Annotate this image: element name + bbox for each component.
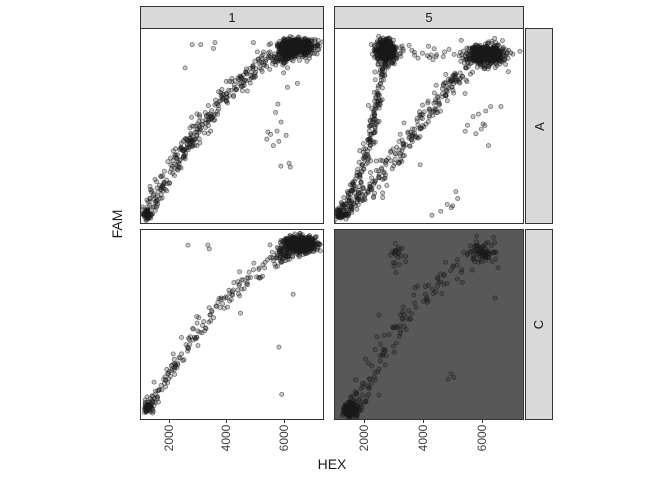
panel-1-C: [140, 229, 324, 420]
x-tick-label: 2000: [162, 424, 176, 452]
facet-strip-col-5-label: 5: [425, 10, 433, 25]
x-tick-mark: [226, 420, 227, 423]
facet-strip-row-a-label: A: [531, 121, 547, 131]
panel-5-C: [334, 229, 524, 420]
x-axis-title: HEX: [317, 456, 347, 472]
x-tick-label: 6000: [475, 424, 489, 452]
facet-strip-row-c-label: C: [531, 319, 547, 330]
x-tick-mark: [423, 420, 424, 423]
x-tick-label: 4000: [416, 424, 430, 452]
points-layer: [339, 233, 501, 419]
points-layer: [335, 33, 523, 223]
points-layer: [141, 231, 323, 416]
x-tick-label: 2000: [357, 424, 371, 452]
facet-strip-col-1: 1: [140, 6, 324, 29]
x-tick-mark: [169, 420, 170, 423]
x-tick-label: 4000: [219, 424, 233, 452]
panel-1-A: [140, 28, 324, 224]
x-tick-mark: [284, 420, 285, 423]
x-tick-mark: [364, 420, 365, 423]
points-layer: [141, 34, 323, 223]
facet-strip-col-1-label: 1: [228, 10, 236, 25]
facet-strip-col-5: 5: [334, 6, 524, 29]
panel-5-A: [334, 28, 524, 224]
facet-strip-row-a: A: [525, 28, 553, 224]
y-axis-title: FAM: [109, 209, 125, 239]
facet-strip-row-c: C: [525, 229, 553, 420]
x-tick-label: 6000: [277, 424, 291, 452]
panel-background: [141, 230, 323, 419]
x-tick-mark: [482, 420, 483, 423]
